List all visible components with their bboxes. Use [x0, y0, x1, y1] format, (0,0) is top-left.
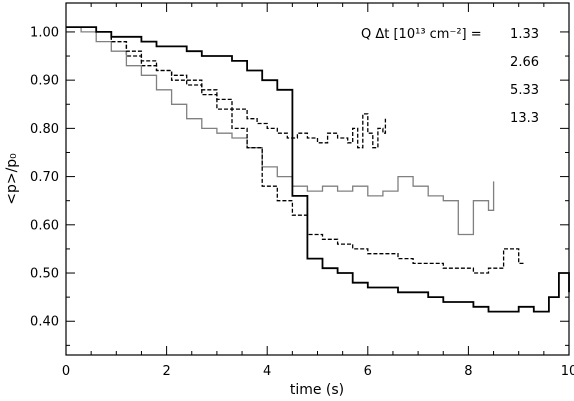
legend-entry: 13.3	[510, 111, 539, 126]
legend-entry: 2.66	[510, 55, 539, 70]
series-line-1-33	[66, 26, 387, 149]
y-tick-label: 0.70	[30, 170, 59, 185]
x-tick-label: 6	[364, 364, 372, 379]
x-tick-label: 2	[162, 364, 170, 379]
x-tick-label: 0	[62, 364, 70, 379]
series-layer	[66, 26, 570, 313]
x-axis-label: time (s)	[290, 382, 344, 398]
series-line-5-33	[66, 26, 524, 274]
y-tick-label: 0.80	[30, 122, 59, 137]
legend: Q Δt [10¹³ cm⁻²] = 1.33 2.66 5.33 13.3	[361, 27, 539, 126]
series-line-2-66	[66, 26, 495, 236]
x-tick-label: 4	[263, 364, 271, 379]
x-tick-label: 10	[561, 364, 574, 379]
x-tick-label: 8	[464, 364, 472, 379]
legend-entry: 1.33	[510, 27, 539, 42]
legend-title: Q Δt [10¹³ cm⁻²] =	[361, 27, 482, 42]
y-tick-label: 1.00	[30, 25, 59, 40]
y-tick-label: 0.40	[30, 315, 59, 330]
y-tick-label: 0.90	[30, 74, 59, 89]
legend-entry: 5.33	[510, 83, 539, 98]
y-tick-label: 0.50	[30, 267, 59, 282]
series-line-13-3	[66, 26, 570, 313]
y-axis-label: <p>/p₀	[4, 153, 20, 205]
y-tick-label: 0.60	[30, 218, 59, 233]
axis-ticks: 0 2 4 6 8 10 0.40 0.50 0.60 0.70 0.80 0.90 1.00	[30, 3, 574, 379]
